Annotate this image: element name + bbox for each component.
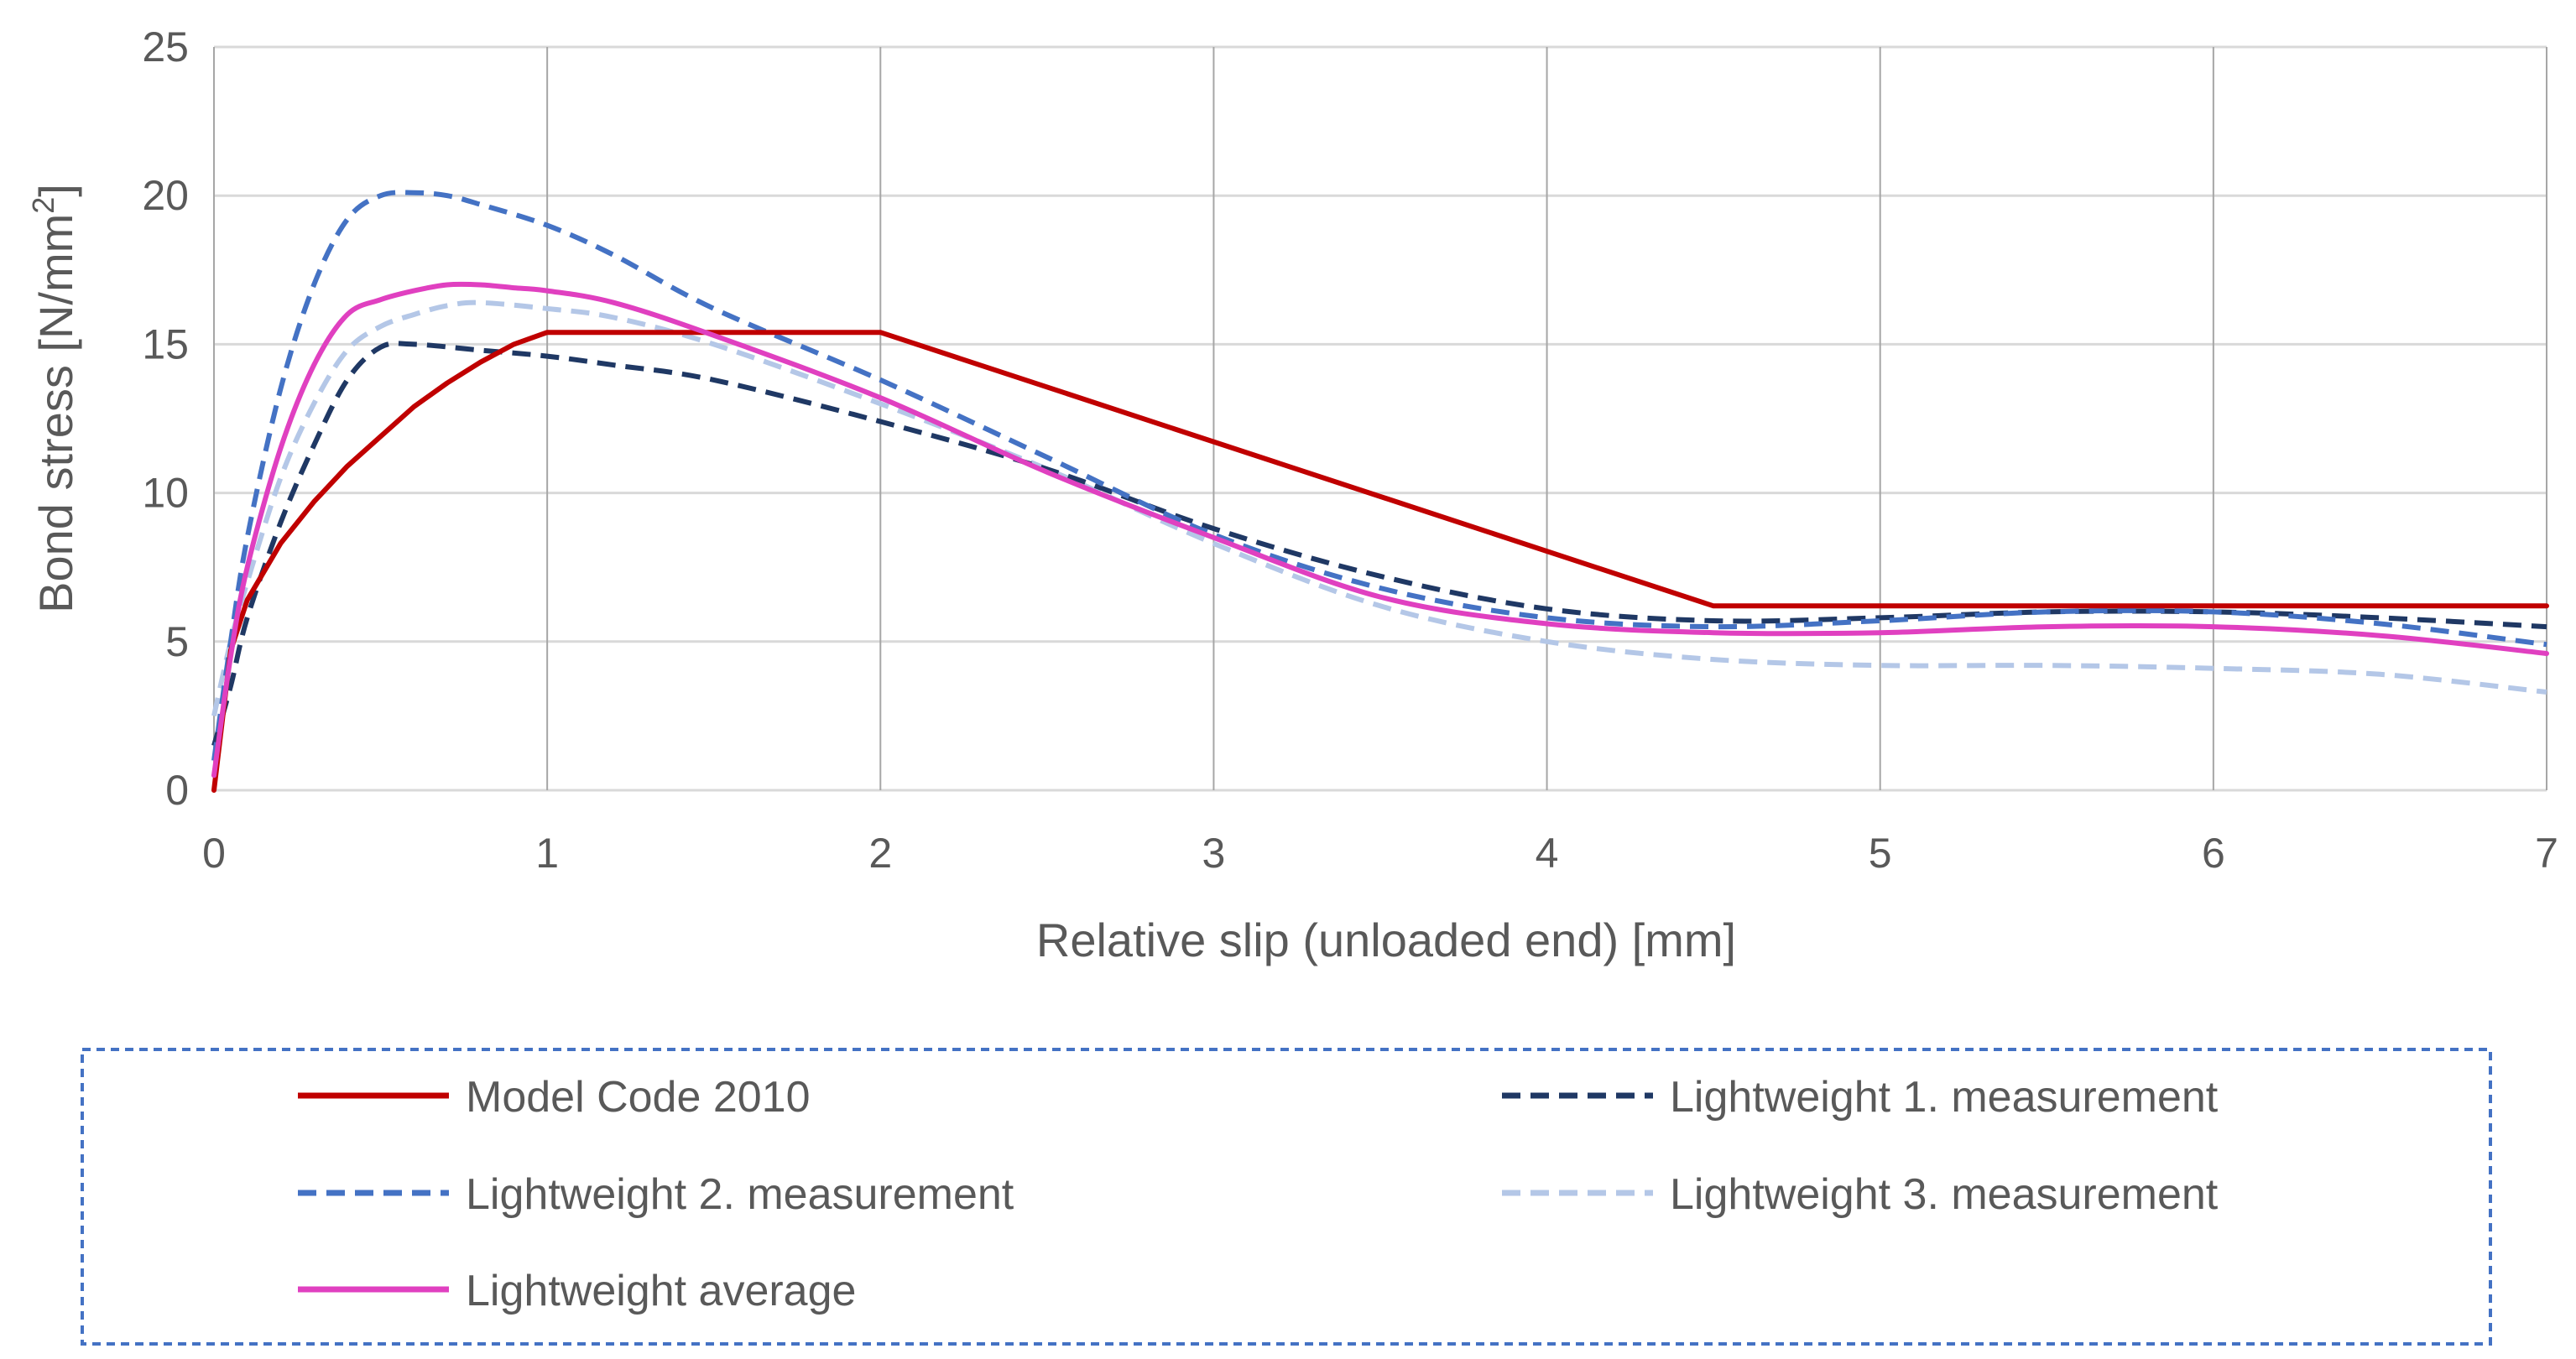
x-tick-label: 2 [868,830,892,877]
legend-label: Lightweight 2. measurement [466,1170,1014,1219]
legend-label: Lightweight 3. measurement [1670,1170,2219,1219]
grid-layer [213,45,2547,792]
legend-label: Lightweight average [466,1267,856,1315]
y-tick-label: 25 [142,23,189,70]
y-tick-label: 20 [142,172,189,219]
x-tick-label: 5 [1869,830,1892,877]
series-line-lightweight-1-measurement [211,341,2547,747]
x-tick-label: 3 [1202,830,1226,877]
y-tick-label: 0 [165,767,189,814]
legend-box [81,1048,2492,1346]
x-tick-label: 1 [535,830,559,877]
y-axis-title: Bond stress [N/mm2] [26,184,82,613]
series-layer [211,190,2549,793]
x-axis-title: Relative slip (unloaded end) [mm] [1036,914,1736,966]
ticks-layer: 0 5 10 15 20 25 0 1 2 3 4 5 6 7 [142,23,2558,877]
legend-label: Model Code 2010 [466,1073,811,1122]
legend: Model Code 2010 Lightweight 1. measuremen… [298,1073,2219,1315]
series-line-lightweight-2-measurement [211,190,2547,762]
x-tick-label: 4 [1536,830,1559,877]
y-axis-title-end: ] [29,184,82,197]
y-tick-label: 5 [165,618,189,665]
y-axis-title-main: Bond stress [N/mm [29,214,82,613]
x-tick-label: 6 [2202,830,2225,877]
series-line-lightweight-average [211,281,2549,778]
y-tick-label: 15 [142,320,189,367]
series-line-lightweight-3-measurement [211,299,2547,717]
y-axis-title-superscript: 2 [26,197,60,214]
x-tick-label: 0 [202,830,226,877]
x-tick-label: 7 [2535,830,2558,877]
series-line-model-code-2010 [211,330,2549,793]
legend-label: Lightweight 1. measurement [1670,1073,2219,1122]
y-tick-label: 10 [142,470,189,517]
